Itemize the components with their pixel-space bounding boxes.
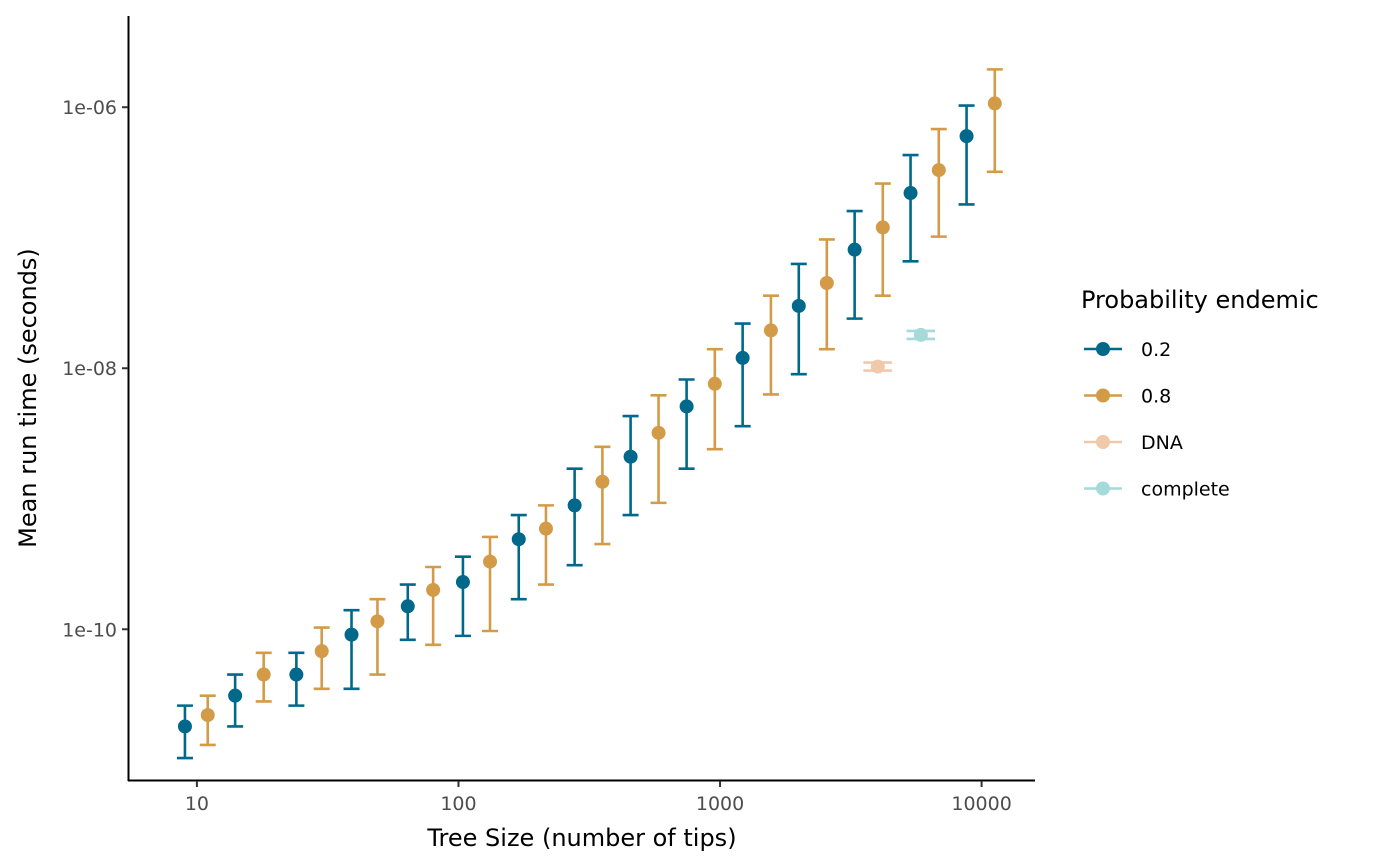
y-tick-label: 1e-08 xyxy=(62,358,117,380)
x-tick-label: 1000 xyxy=(696,793,744,815)
x-tick-label: 10000 xyxy=(951,793,1011,815)
series-0.2 xyxy=(176,104,975,760)
legend-key-dot xyxy=(1096,481,1110,496)
data-point xyxy=(931,163,946,178)
x-axis-title: Tree Size (number of tips) xyxy=(426,824,736,852)
chart-axes xyxy=(127,16,1035,782)
data-point xyxy=(595,474,610,489)
data-point xyxy=(483,554,498,569)
data-point xyxy=(847,242,862,257)
data-point xyxy=(819,275,834,290)
data-point xyxy=(651,425,666,440)
data-point xyxy=(426,582,441,597)
legend-item: 0.8 xyxy=(1084,386,1171,408)
data-point xyxy=(903,186,918,201)
series-0.8 xyxy=(199,68,1003,747)
y-ticks: 1e-10 1e-08 1e-06 xyxy=(62,97,128,641)
x-tick-label: 10 xyxy=(185,793,209,815)
legend-title: Probability endemic xyxy=(1081,286,1319,314)
data-point xyxy=(455,575,470,590)
legend-key-dot xyxy=(1096,388,1110,403)
data-point xyxy=(228,688,243,703)
data-point xyxy=(200,708,215,723)
data-point xyxy=(679,399,694,414)
data-point xyxy=(735,350,750,365)
data-point xyxy=(538,521,553,536)
data-point xyxy=(256,667,271,682)
data-point xyxy=(314,644,329,659)
data-point xyxy=(567,498,582,513)
series-complete xyxy=(906,327,936,342)
legend-item: 0.2 xyxy=(1084,339,1171,361)
data-point xyxy=(344,627,359,642)
data-point xyxy=(870,359,885,374)
y-tick-label: 1e-10 xyxy=(62,619,117,641)
data-point xyxy=(913,327,928,342)
y-tick-label: 1e-06 xyxy=(62,97,117,119)
x-tick-label: 100 xyxy=(440,793,476,815)
data-point xyxy=(707,376,722,391)
data-point xyxy=(791,298,806,313)
data-point xyxy=(511,532,526,547)
data-point xyxy=(370,614,385,629)
legend-items: 0.2 0.8 DNA complete xyxy=(1084,339,1230,501)
legend-item: complete xyxy=(1084,479,1230,501)
data-point xyxy=(289,667,304,682)
data-point xyxy=(623,449,638,464)
data-point xyxy=(987,96,1002,111)
legend: Probability endemic 0.2 0.8 DNA complete xyxy=(1081,286,1319,501)
x-ticks: 10 100 1000 10000 xyxy=(185,781,1012,815)
legend-label: complete xyxy=(1141,479,1230,501)
series-DNA xyxy=(863,359,892,374)
legend-label: 0.8 xyxy=(1141,386,1171,408)
y-axis-title: Mean run time (seconds) xyxy=(14,248,42,548)
data-point xyxy=(959,129,974,144)
legend-key-dot xyxy=(1096,435,1110,449)
legend-label: 0.2 xyxy=(1141,339,1171,361)
data-point xyxy=(400,599,415,614)
legend-label: DNA xyxy=(1141,432,1183,454)
chart-marks xyxy=(176,68,1003,760)
legend-item: DNA xyxy=(1084,432,1183,454)
legend-key-dot xyxy=(1096,342,1110,356)
data-point xyxy=(875,220,890,235)
data-point xyxy=(763,323,778,338)
data-point xyxy=(177,719,192,734)
